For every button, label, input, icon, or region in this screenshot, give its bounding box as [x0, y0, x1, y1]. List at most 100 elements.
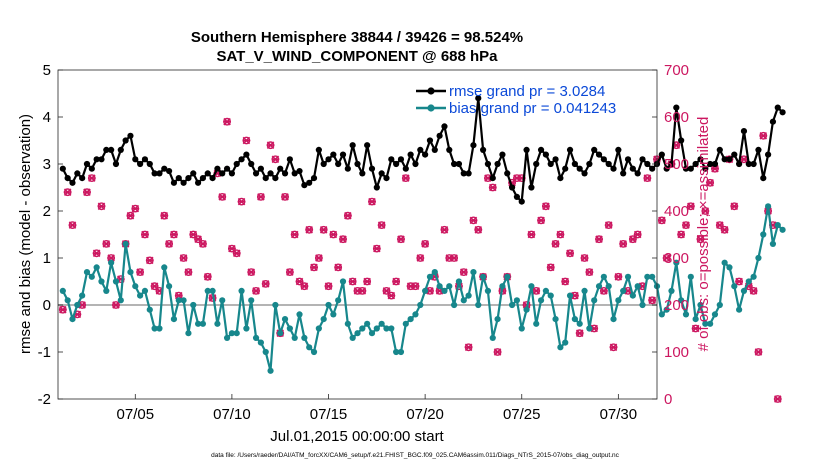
bias-point [600, 273, 607, 280]
rmse-point [93, 156, 100, 163]
rmse-point [417, 146, 424, 153]
x-tick-label: 07/25 [503, 406, 541, 423]
bias-point [508, 301, 516, 309]
bias-point [765, 203, 772, 210]
rmse-point [156, 170, 163, 177]
bias-point [576, 320, 583, 327]
rmse-point [306, 179, 313, 186]
obs-assimilated-marker [720, 226, 729, 234]
bias-point [513, 297, 521, 304]
bias-point [547, 292, 554, 299]
bias-point [542, 287, 549, 294]
data-file-footnote: data file: /Users/raeder/DAI/ATM_forcXX/… [211, 452, 620, 459]
right-axis-label: # of obs: o=possible; ×=assimilated [695, 117, 712, 352]
obs-assimilated-marker [319, 226, 328, 234]
rmse-point [393, 160, 400, 168]
obs-assimilated-marker [416, 254, 425, 262]
left-tick-label: 4 [43, 109, 51, 126]
rmse-point [219, 170, 226, 177]
rmse-point [504, 170, 511, 177]
obs-assimilated-marker [551, 240, 560, 248]
bias-point [711, 311, 719, 318]
bias-point [325, 301, 332, 309]
bias-point [243, 325, 250, 332]
obs-assimilated-marker [145, 256, 154, 265]
obs-assimilated-marker [648, 296, 657, 305]
bias-point [359, 325, 366, 332]
right-tick-label: 100 [664, 344, 689, 361]
obs-assimilated-marker [542, 202, 550, 211]
bias-point [214, 320, 221, 327]
obs-assimilated-marker [633, 230, 642, 239]
obs-assimilated-marker [401, 174, 410, 182]
bias-point [707, 320, 714, 327]
rmse-point [426, 137, 434, 144]
bias-point [750, 273, 757, 280]
rmse-point [277, 165, 284, 172]
rmse-point [774, 104, 781, 111]
rmse-point [624, 156, 632, 163]
obs-assimilated-marker [286, 268, 294, 276]
bias-point [64, 297, 71, 304]
obs-assimilated-marker [643, 174, 652, 182]
rmse-point [180, 179, 187, 186]
bias-point [112, 278, 120, 285]
rmse-point [779, 109, 786, 116]
rmse-point [702, 165, 709, 172]
series-layer [58, 95, 786, 403]
bias-point [668, 287, 675, 294]
rmse-point [132, 156, 139, 163]
bias-point [702, 320, 709, 327]
obs-assimilated-marker [527, 230, 536, 239]
bias-point [281, 316, 289, 323]
obs-assimilated-marker [749, 287, 758, 295]
bias-point [494, 316, 501, 323]
bias-point [518, 325, 525, 332]
left-tick-label: 3 [43, 156, 51, 173]
bias-point [219, 297, 226, 304]
rmse-point [146, 160, 153, 168]
bias-point [484, 287, 492, 294]
rmse-point [325, 156, 332, 163]
bias-point [663, 306, 670, 313]
obs-assimilated-marker [261, 280, 270, 288]
bias-point [692, 316, 699, 323]
obs-assimilated-marker [179, 254, 188, 262]
bias-point [349, 334, 356, 341]
right-tick-label: 0 [664, 391, 672, 408]
rmse-point [620, 170, 627, 177]
rmse-point [344, 165, 351, 172]
obs-assimilated-marker [232, 249, 241, 258]
obs-assimilated-marker [218, 193, 227, 201]
bias-point [59, 287, 66, 294]
bias-point [682, 311, 690, 318]
chart-title: Southern Hemisphere 38844 / 39426 = 98.5… [191, 29, 523, 46]
rmse-point [378, 170, 385, 177]
obs-assimilated-marker [363, 277, 372, 286]
obs-assimilated-marker [459, 268, 468, 276]
bias-point [591, 297, 598, 304]
bias-point [441, 287, 448, 294]
bias-point [180, 297, 187, 304]
rmse-point [765, 151, 772, 158]
legend-bias-label: bias grand pr = 0.041243 [449, 100, 616, 117]
obs-assimilated-marker [619, 240, 628, 248]
rmse-point [552, 156, 559, 163]
bias-point [262, 348, 269, 356]
obs-assimilated-marker [348, 277, 357, 286]
bias-point [716, 301, 723, 309]
obs-assimilated-marker [686, 202, 695, 211]
bias-point [533, 320, 540, 327]
bias-point [673, 259, 680, 266]
obs-assimilated-marker [305, 226, 314, 234]
obs-assimilated-marker [136, 268, 144, 276]
rmse-point [59, 165, 66, 172]
obs-assimilated-marker [372, 244, 381, 253]
rmse-point [383, 175, 390, 182]
bias-point [339, 278, 347, 285]
rmse-point [243, 151, 250, 158]
obs-assimilated-marker [464, 343, 473, 352]
obs-assimilated-marker [682, 221, 690, 229]
obs-assimilated-marker [165, 240, 173, 248]
